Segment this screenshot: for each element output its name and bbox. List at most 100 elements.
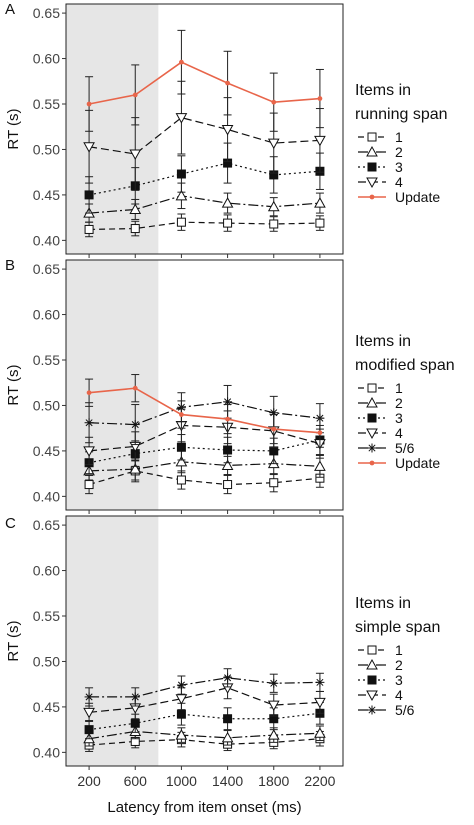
legend-label: 5/6	[395, 702, 415, 718]
marker-shape	[366, 396, 378, 408]
marker-shape	[130, 224, 140, 234]
data-point	[267, 700, 280, 712]
series-line	[89, 687, 320, 713]
data-point	[267, 138, 280, 150]
marker-shape	[129, 149, 142, 161]
marker-shape	[176, 442, 186, 452]
marker-shape	[129, 463, 142, 474]
marker-shape	[367, 645, 377, 655]
marker-shape	[176, 709, 186, 719]
series-line	[89, 195, 320, 214]
marker-shape	[129, 203, 142, 214]
x-tick-label: 2200	[304, 773, 335, 789]
shaded-region	[66, 516, 159, 766]
shaded-region	[66, 4, 159, 254]
data-point	[314, 697, 326, 709]
legend-label: 3	[395, 672, 403, 688]
data-point	[223, 397, 233, 407]
data-point	[267, 200, 280, 212]
data-point	[315, 677, 325, 687]
data-point	[84, 224, 94, 234]
series-update	[85, 374, 324, 448]
data-point	[223, 673, 233, 683]
data-point	[315, 218, 325, 228]
marker-shape	[366, 658, 378, 670]
marker-shape	[267, 200, 280, 212]
data-point	[86, 390, 92, 396]
data-point	[130, 718, 140, 728]
data-point	[84, 418, 94, 428]
legend-marker	[367, 675, 377, 685]
data-point	[132, 92, 138, 98]
data-point	[176, 442, 186, 452]
data-point	[175, 694, 188, 705]
marker-shape	[223, 218, 233, 228]
marker-shape	[269, 446, 279, 456]
legend-label: 3	[395, 159, 403, 175]
y-tick-label: 0.40	[33, 744, 60, 760]
series-line	[89, 738, 320, 746]
data-point	[269, 219, 279, 229]
data-point	[130, 224, 140, 234]
legend-label: 2	[395, 395, 403, 411]
data-point	[269, 446, 279, 456]
panel-letter: B	[5, 257, 15, 274]
marker-shape	[175, 694, 188, 705]
y-tick-label: 0.65	[33, 5, 60, 21]
data-point	[221, 124, 234, 136]
series-line	[89, 677, 320, 698]
data-point	[175, 189, 188, 201]
data-point	[176, 475, 186, 485]
y-axis-label: RT (s)	[5, 364, 22, 405]
data-point	[317, 96, 323, 101]
series-line	[88, 116, 320, 155]
marker-shape	[369, 460, 375, 466]
marker-shape	[314, 135, 326, 147]
marker-shape	[366, 428, 378, 440]
x-tick-label: 1000	[166, 773, 197, 789]
y-tick-label: 0.45	[33, 443, 60, 459]
legend-marker	[366, 428, 378, 440]
data-point	[314, 460, 326, 471]
marker-shape	[314, 460, 326, 471]
marker-shape	[267, 138, 280, 150]
y-axis-label: RT (s)	[5, 108, 22, 149]
legend-title: Items in	[355, 82, 411, 99]
legend-marker	[367, 443, 377, 453]
marker-shape	[132, 92, 138, 98]
marker-shape	[269, 478, 279, 488]
series-line	[89, 401, 320, 426]
marker-shape	[367, 132, 377, 142]
marker-shape	[367, 162, 377, 172]
shaded-region	[66, 260, 159, 510]
marker-shape	[131, 693, 139, 701]
marker-shape	[314, 697, 326, 709]
marker-shape	[269, 219, 279, 229]
marker-shape	[221, 197, 234, 208]
y-tick-label: 0.40	[33, 488, 60, 504]
plot-frame	[65, 515, 344, 767]
series-line	[89, 387, 320, 434]
data-point	[314, 727, 326, 738]
marker-shape	[314, 727, 326, 738]
series-5-6	[84, 668, 325, 707]
data-point	[130, 692, 140, 702]
legend-label: 4	[395, 687, 403, 703]
plot-frame	[65, 259, 344, 511]
marker-shape	[176, 169, 186, 179]
data-point	[269, 478, 279, 488]
series-2	[83, 182, 326, 223]
series-line	[89, 424, 321, 452]
series-1	[84, 213, 325, 238]
marker-shape	[317, 430, 323, 436]
data-point	[129, 203, 142, 214]
marker-shape	[224, 398, 232, 406]
marker-shape	[314, 197, 326, 208]
data-point	[225, 416, 230, 422]
y-tick-label: 0.55	[33, 352, 60, 368]
y-tick-label: 0.60	[33, 563, 60, 579]
series-4	[83, 676, 326, 722]
marker-shape	[316, 678, 324, 686]
